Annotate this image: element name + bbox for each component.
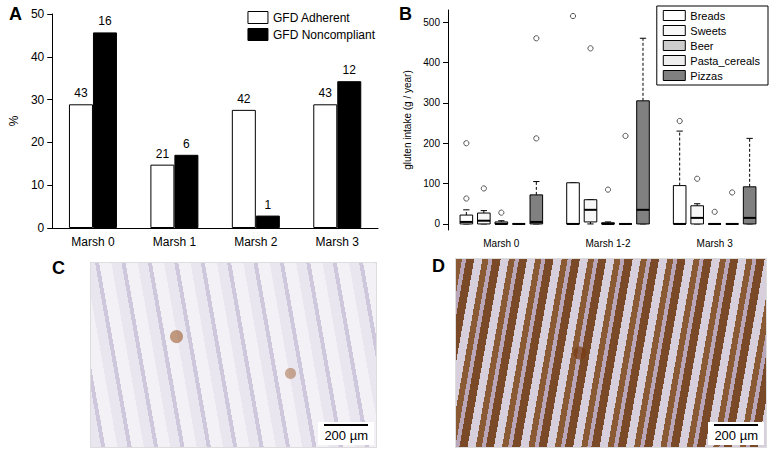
svg-text:200: 200	[423, 138, 440, 149]
svg-text:A: A	[9, 4, 22, 24]
svg-text:Marsh 3: Marsh 3	[316, 235, 360, 249]
svg-text:Marsh 3: Marsh 3	[697, 238, 734, 249]
svg-text:B: B	[399, 4, 412, 24]
svg-text:30: 30	[31, 93, 45, 107]
svg-text:Marsh 1-2: Marsh 1-2	[585, 238, 630, 249]
svg-text:Marsh 1: Marsh 1	[153, 235, 197, 249]
svg-text:12: 12	[343, 63, 357, 77]
svg-text:21: 21	[156, 147, 170, 161]
svg-text:1: 1	[264, 198, 271, 212]
svg-text:50: 50	[31, 7, 45, 21]
svg-text:GFD Adherent: GFD Adherent	[273, 11, 350, 25]
html-text:C: C	[52, 258, 65, 278]
svg-text:40: 40	[31, 50, 45, 64]
svg-text:300: 300	[423, 97, 440, 108]
svg-text:10: 10	[31, 178, 45, 192]
svg-text:Marsh 2: Marsh 2	[234, 235, 278, 249]
svg-text:16: 16	[98, 14, 112, 28]
svg-text:500: 500	[423, 17, 440, 28]
svg-text:0: 0	[434, 218, 440, 229]
svg-text:Marsh 0: Marsh 0	[483, 238, 520, 249]
svg-text:Marsh 0: Marsh 0	[71, 235, 115, 249]
svg-text:Pizzas: Pizzas	[690, 70, 723, 82]
html-text:D: D	[432, 256, 445, 276]
svg-text:gluten intake (g / year): gluten intake (g / year)	[402, 70, 413, 170]
html-text:200 µm: 200 µm	[714, 428, 758, 443]
svg-text:Sweets: Sweets	[690, 25, 727, 37]
svg-text:Pasta_cereals: Pasta_cereals	[690, 55, 760, 67]
svg-text:Beer: Beer	[690, 40, 714, 52]
html-text:200 µm: 200 µm	[324, 428, 368, 443]
svg-text:Breads: Breads	[690, 10, 725, 22]
svg-text:400: 400	[423, 57, 440, 68]
svg-text:100: 100	[423, 178, 440, 189]
svg-text:GFD Noncompliant: GFD Noncompliant	[273, 28, 376, 42]
svg-text:43: 43	[74, 86, 88, 100]
svg-text:20: 20	[31, 135, 45, 149]
svg-text:0: 0	[38, 221, 45, 235]
svg-text:43: 43	[319, 86, 333, 100]
svg-text:6: 6	[183, 137, 190, 151]
svg-text:%: %	[7, 115, 21, 126]
svg-text:42: 42	[237, 92, 251, 106]
